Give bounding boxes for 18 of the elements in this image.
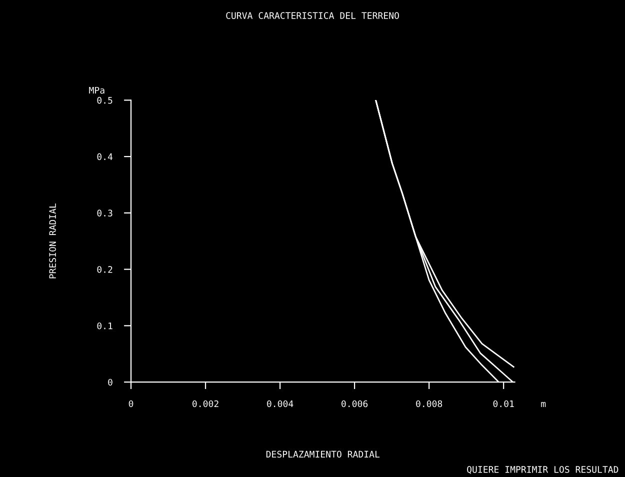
chart-title: CURVA CARACTERISTICA DEL TERRENO <box>226 12 399 19</box>
x-tick-label: 0.002 <box>192 400 218 408</box>
x-tick-label: 0.006 <box>342 400 368 408</box>
x-tick-label: 0 <box>128 400 134 408</box>
text: m <box>541 402 546 408</box>
y-tick-label: 0.4 <box>97 153 113 160</box>
y-tick-label: 0 <box>108 378 112 386</box>
y-tick-label: 0.1 <box>97 322 112 330</box>
y-tick-label: 0.5 <box>97 96 112 104</box>
text: QUIERE IMPRIMIR LOS RESULTAD <box>467 466 618 474</box>
x-tick-label: 0.004 <box>267 400 294 408</box>
y-tick-label: 0.2 <box>97 266 112 273</box>
y-tick-label: 0.3 <box>97 210 112 217</box>
x-tick-label: 0.008 <box>416 400 442 408</box>
y-axis-title: PRESION RADIAL <box>49 203 56 278</box>
x-axis-title: DESPLAZAMIENTO RADIAL <box>266 450 380 458</box>
text: MPa <box>89 86 104 94</box>
x-tick-label: 0.01 <box>493 400 514 408</box>
